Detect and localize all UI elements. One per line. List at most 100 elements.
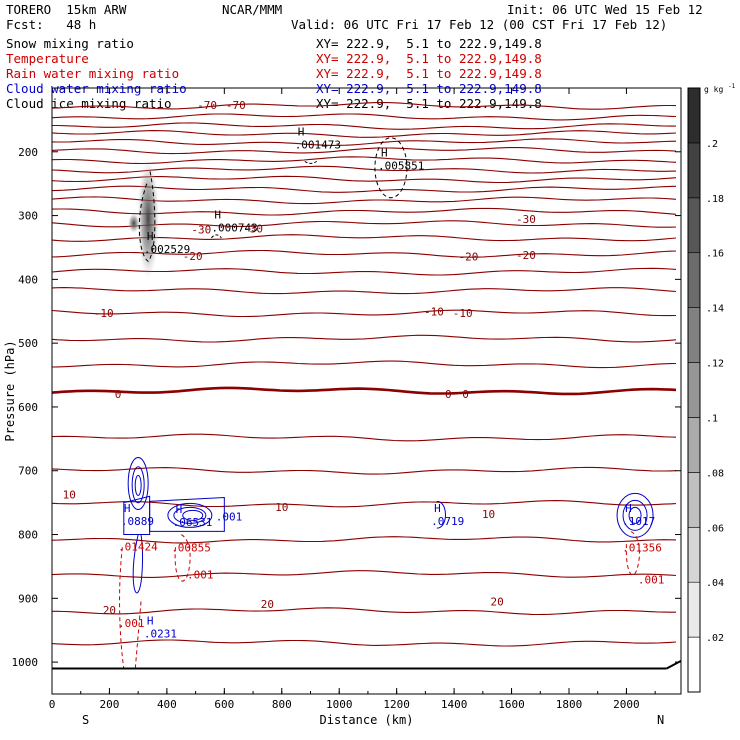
cloud-water-contour: [134, 474, 142, 496]
cloud-water-contour: [132, 534, 144, 594]
isotherm-label: 20: [261, 598, 274, 611]
isotherm-label: 10: [482, 508, 495, 521]
y-axis-label: Pressure (hPa): [3, 340, 17, 441]
maximum-h-marker: H: [147, 615, 154, 628]
maximum-h-marker: H: [147, 230, 154, 243]
cloud-water-contour: [123, 495, 151, 536]
isotherm-label: -20: [183, 250, 203, 263]
cloud-water-contour: [436, 500, 446, 529]
colorbar-tick-label: .08: [706, 468, 724, 479]
isotherm-label: 10: [63, 488, 76, 501]
maximum-value-label: .00855: [171, 542, 211, 555]
maximum-h-marker: H: [381, 146, 388, 159]
legend-cloud-ice-xy: XY= 222.9, 5.1 to 222.9,149.8: [316, 96, 542, 111]
isotherm-line: [52, 138, 677, 146]
colorbar-frame: [687, 87, 701, 693]
colorbar-unit-exponent: -1: [728, 83, 736, 90]
model-title: TORERO 15km ARW: [6, 2, 127, 17]
maximum-value-label: .001: [118, 617, 144, 630]
isotherm-label: -20: [459, 250, 479, 263]
colorbar-segment: [687, 87, 701, 144]
cloud-water-contour: [628, 506, 642, 524]
plot-frame: [51, 87, 682, 695]
isotherm-label: -10: [453, 307, 473, 320]
colorbar-segment: [687, 362, 701, 418]
north-end-label: N: [657, 713, 664, 727]
isotherm-label: -30: [243, 222, 263, 235]
legend-snow-xy: XY= 222.9, 5.1 to 222.9,149.8: [316, 36, 542, 51]
isotherm-line: [52, 267, 677, 276]
snow-contour: [374, 137, 408, 199]
isotherm-line: [52, 309, 677, 318]
isotherm-line: [52, 639, 677, 647]
x-tick-label: 1800: [556, 698, 583, 711]
isotherm-label: -20: [516, 249, 536, 262]
maximum-value-label: .001473: [295, 138, 341, 151]
maximum-h-marker: H: [625, 502, 632, 515]
isotherm-line: [52, 607, 676, 616]
isotherm-line: [52, 113, 677, 121]
isotherm-line: [52, 466, 677, 475]
colorbar-segment: [687, 417, 701, 473]
rain-contour: [625, 530, 640, 576]
maximum-value-label: .001: [216, 510, 243, 523]
maximum-h-marker: H: [124, 502, 131, 515]
isotherm-label: 20: [103, 604, 116, 617]
maximum-value-label: .0231: [144, 628, 177, 641]
maximum-value-label: .01356: [622, 542, 662, 555]
forecast-hour: Fcst: 48 h: [6, 17, 97, 32]
snow-contour: [211, 234, 222, 239]
colorbar-segment: [687, 307, 701, 363]
cloud-water-contour: [127, 456, 149, 510]
legend-temperature-label: Temperature: [6, 51, 89, 66]
maximum-value-label: .0719: [431, 515, 464, 528]
rain-contour: [174, 534, 191, 582]
y-tick-label: 900: [18, 592, 38, 605]
isotherm-label: -30: [191, 224, 211, 237]
colorbar-tick-label: .02: [706, 633, 724, 644]
isotherm-line: [52, 334, 677, 343]
legend-rain-xy: XY= 222.9, 5.1 to 222.9,149.8: [316, 66, 542, 81]
isotherm-line: [52, 500, 677, 508]
x-tick-label: 2000: [613, 698, 640, 711]
y-tick-label: 400: [18, 273, 38, 286]
isotherm-line: [52, 287, 677, 295]
isotherm-label: -10: [94, 307, 114, 320]
colorbar-tick-label: .18: [706, 194, 724, 205]
isotherm-line: [52, 386, 677, 396]
maximum-value-label: .0889: [121, 515, 154, 528]
isotherm-line: [52, 536, 677, 544]
maximum-h-marker: H: [214, 208, 221, 221]
x-tick-label: 600: [214, 698, 234, 711]
colorbar-tick-label: .1: [706, 413, 718, 424]
isotherm-label: -70: [197, 99, 217, 112]
cloud-water-contour: [173, 506, 207, 524]
legend-temperature-xy: XY= 222.9, 5.1 to 222.9,149.8: [316, 51, 542, 66]
maximum-h-marker: H: [434, 502, 441, 515]
isotherm-line: [52, 570, 677, 578]
colorbar-tick-label: .12: [706, 359, 724, 370]
maximum-value-label: .06531: [173, 516, 213, 529]
y-tick-label: 700: [18, 465, 38, 478]
colorbar-segment: [687, 252, 701, 308]
isotherm-label: 10: [275, 501, 288, 514]
isotherm-line: [52, 101, 677, 110]
colorbar-segment: [687, 636, 701, 693]
x-tick-label: 1200: [383, 698, 410, 711]
y-tick-label: 300: [18, 210, 38, 223]
maximum-value-label: .005851: [378, 159, 424, 172]
colorbar-tick-label: .06: [706, 523, 724, 534]
legend-cloud-ice-label: Cloud ice mixing ratio: [6, 96, 172, 111]
rain-contour: [119, 547, 142, 669]
x-tick-label: 1000: [326, 698, 353, 711]
init-time: Init: 06 UTC Wed 15 Feb 12: [507, 2, 703, 17]
maximum-value-label: .001: [187, 568, 214, 581]
isotherm-label: 20: [491, 596, 504, 609]
maximum-value-label: .001: [638, 573, 665, 586]
cloud-water-contour: [182, 509, 204, 521]
colorbar-segment: [687, 142, 701, 199]
south-end-label: S: [82, 713, 89, 727]
x-tick-label: 200: [100, 698, 120, 711]
cloud-water-contour: [149, 497, 225, 532]
